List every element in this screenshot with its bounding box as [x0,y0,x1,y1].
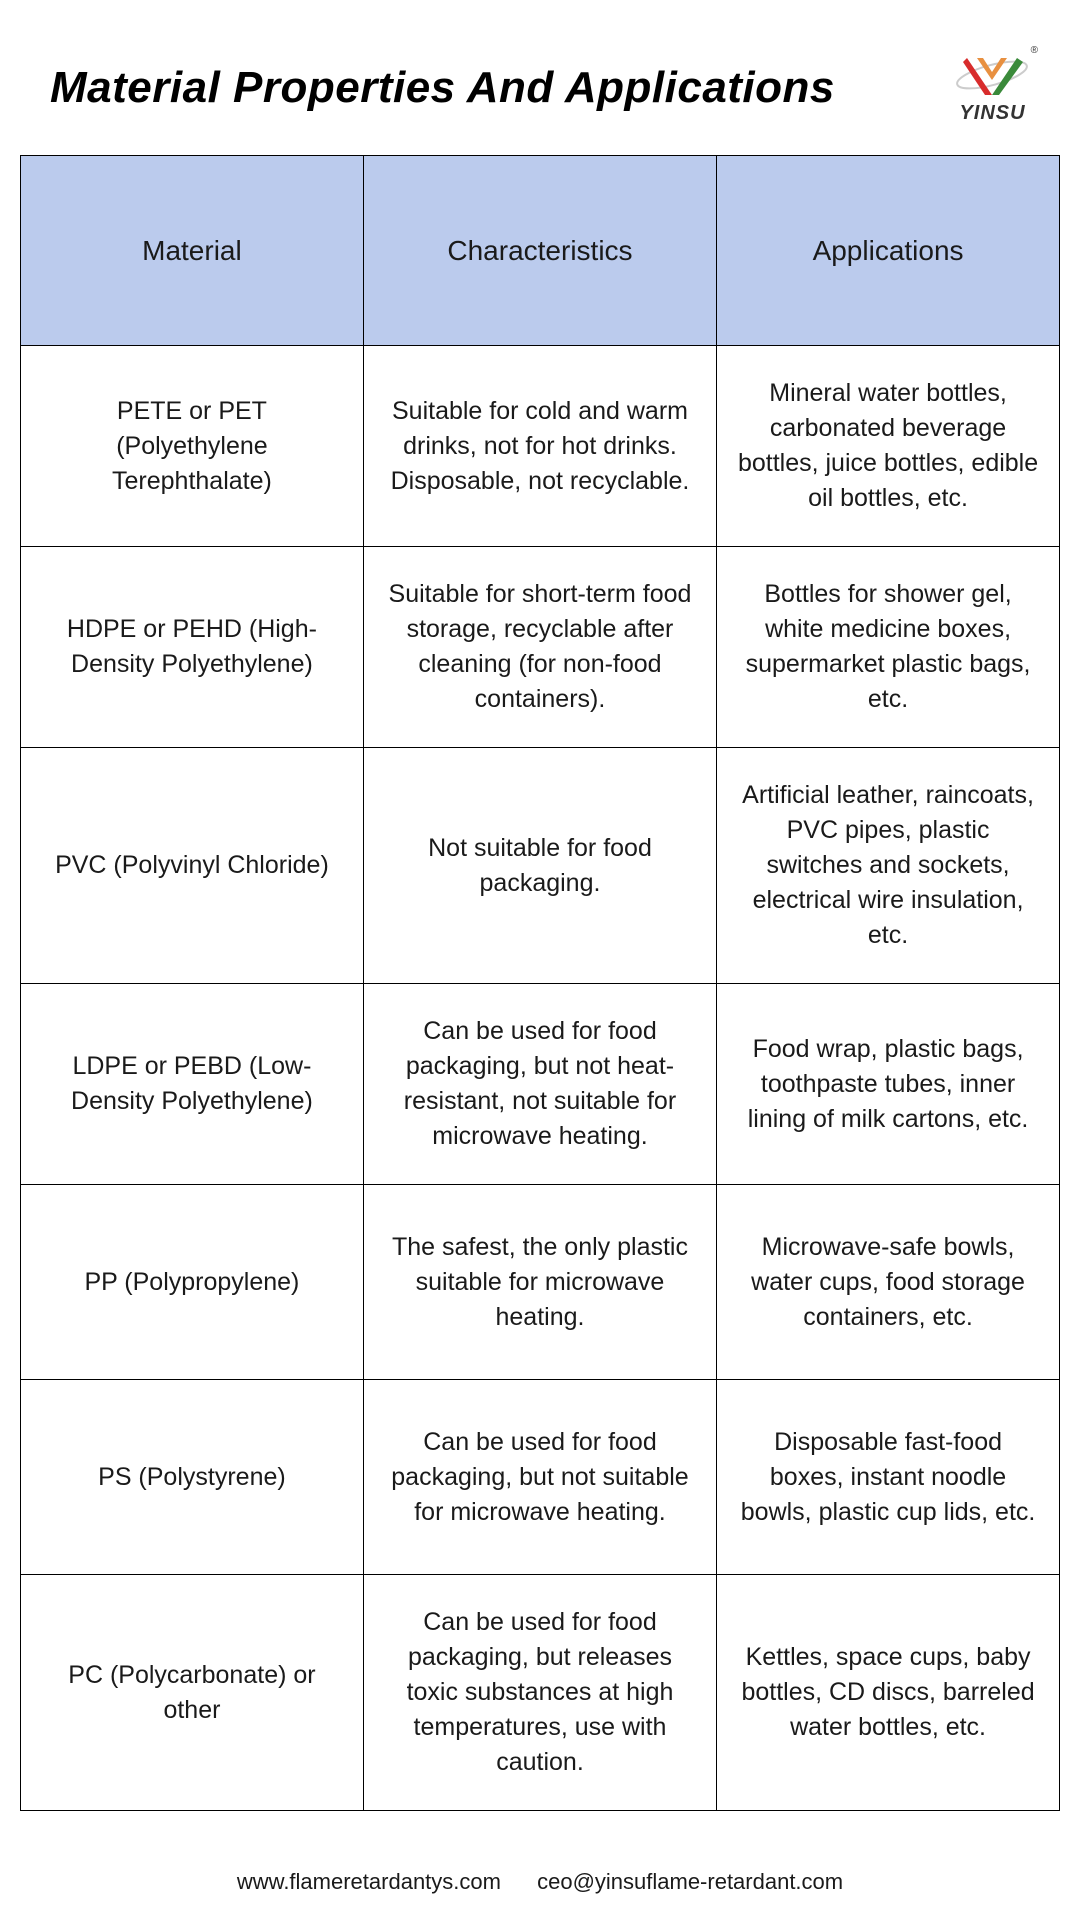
brand-logo: ® YINSU [955,50,1030,125]
footer-email: ceo@yinsuflame-retardant.com [537,1869,843,1894]
column-header-characteristics: Characteristics [363,156,716,346]
cell-material: PC (Polycarbonate) or other [21,1575,364,1811]
header: Material Properties And Applications ® Y… [0,0,1080,155]
cell-applications: Artificial leather, raincoats, PVC pipes… [717,748,1060,984]
table-row: PETE or PET (Polyethylene Terephthalate)… [21,346,1060,547]
cell-characteristics: Suitable for cold and warm drinks, not f… [363,346,716,547]
cell-characteristics: Suitable for short-term food storage, re… [363,547,716,748]
cell-applications: Kettles, space cups, baby bottles, CD di… [717,1575,1060,1811]
cell-characteristics: Not suitable for food packaging. [363,748,716,984]
table-row: PVC (Polyvinyl Chloride)Not suitable for… [21,748,1060,984]
table-row: PP (Polypropylene)The safest, the only p… [21,1185,1060,1380]
footer: www.flameretardantys.com ceo@yinsuflame-… [0,1869,1080,1895]
cell-applications: Food wrap, plastic bags, toothpaste tube… [717,984,1060,1185]
cell-applications: Microwave-safe bowls, water cups, food s… [717,1185,1060,1380]
logo-text: YINSU [959,102,1025,125]
cell-material: PVC (Polyvinyl Chloride) [21,748,364,984]
cell-characteristics: Can be used for food packaging, but rele… [363,1575,716,1811]
cell-applications: Disposable fast-food boxes, instant nood… [717,1380,1060,1575]
table-container: Material Characteristics Applications PE… [0,155,1080,1811]
table-header-row: Material Characteristics Applications [21,156,1060,346]
cell-material: PETE or PET (Polyethylene Terephthalate) [21,346,364,547]
cell-applications: Bottles for shower gel, white medicine b… [717,547,1060,748]
registered-mark: ® [1031,45,1038,56]
column-header-applications: Applications [717,156,1060,346]
cell-material: PP (Polypropylene) [21,1185,364,1380]
cell-applications: Mineral water bottles, carbonated bevera… [717,346,1060,547]
materials-table: Material Characteristics Applications PE… [20,155,1060,1811]
table-row: PS (Polystyrene)Can be used for food pac… [21,1380,1060,1575]
logo-mark-icon: ® [955,50,1030,100]
cell-characteristics: Can be used for food packaging, but not … [363,1380,716,1575]
cell-material: HDPE or PEHD (High-Density Polyethylene) [21,547,364,748]
page-title: Material Properties And Applications [50,63,835,113]
cell-characteristics: The safest, the only plastic suitable fo… [363,1185,716,1380]
cell-characteristics: Can be used for food packaging, but not … [363,984,716,1185]
cell-material: PS (Polystyrene) [21,1380,364,1575]
table-row: LDPE or PEBD (Low-Density Polyethylene)C… [21,984,1060,1185]
table-row: PC (Polycarbonate) or otherCan be used f… [21,1575,1060,1811]
footer-website: www.flameretardantys.com [237,1869,501,1894]
cell-material: LDPE or PEBD (Low-Density Polyethylene) [21,984,364,1185]
table-row: HDPE or PEHD (High-Density Polyethylene)… [21,547,1060,748]
column-header-material: Material [21,156,364,346]
